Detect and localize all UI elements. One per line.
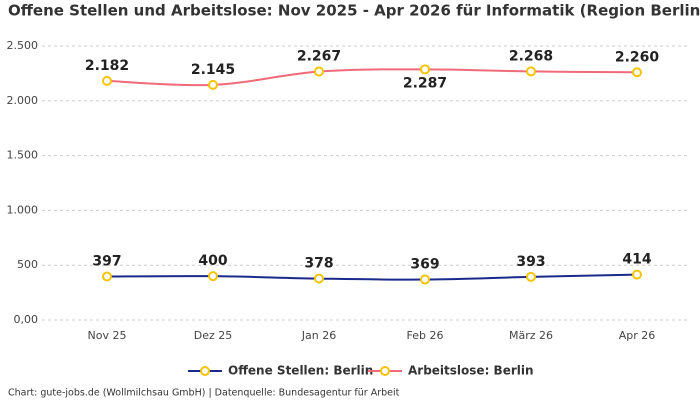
footer: Chart: gute-jobs.de (Wollmilchsau GmbH) …	[8, 388, 400, 399]
value-label: 414	[622, 252, 651, 268]
value-label: 400	[198, 253, 227, 269]
legend-marker	[380, 366, 390, 376]
marker	[420, 64, 430, 75]
value-label: 2.287	[403, 75, 447, 91]
y-tick-label: 500	[17, 258, 38, 271]
y-tick-label: 2.000	[7, 94, 39, 107]
legend-label: Offene Stellen: Berlin	[228, 364, 373, 378]
value-label: 2.182	[85, 58, 129, 74]
value-label: 2.267	[297, 49, 341, 65]
y-tick-label: 2.500	[7, 39, 39, 52]
marker	[420, 274, 430, 285]
legend-label: Arbeitslose: Berlin	[408, 364, 534, 378]
marker	[526, 271, 536, 282]
marker	[102, 75, 112, 86]
chart-title: Offene Stellen und Arbeitslose: Nov 2025…	[8, 2, 700, 20]
x-tick-label: Nov 25	[88, 329, 127, 342]
x-tick-label: Feb 26	[407, 329, 444, 342]
series-line	[106, 273, 638, 281]
marker	[526, 66, 536, 77]
marker	[632, 269, 642, 280]
x-tick-label: Jan 26	[301, 329, 336, 342]
marker	[314, 273, 324, 284]
value-label: 2.145	[191, 62, 235, 78]
legend-marker	[200, 366, 210, 376]
x-tick-label: Apr 26	[619, 329, 656, 342]
value-label: 378	[304, 256, 333, 272]
value-label: 393	[516, 254, 545, 270]
marker	[208, 79, 218, 90]
y-tick-label: 1.500	[7, 149, 39, 162]
y-tick-label: 0,00	[14, 313, 39, 326]
value-label: 397	[92, 253, 121, 269]
series-line	[106, 68, 638, 87]
y-tick-label: 1.000	[7, 203, 39, 216]
value-label: 2.268	[509, 48, 553, 64]
value-label: 2.260	[615, 49, 660, 65]
x-tick-label: Dez 25	[194, 329, 233, 342]
marker	[208, 271, 218, 282]
x-tick-label: März 26	[509, 329, 553, 342]
marker	[314, 66, 324, 77]
value-label: 369	[410, 257, 439, 273]
marker	[632, 67, 642, 78]
marker	[102, 271, 112, 282]
